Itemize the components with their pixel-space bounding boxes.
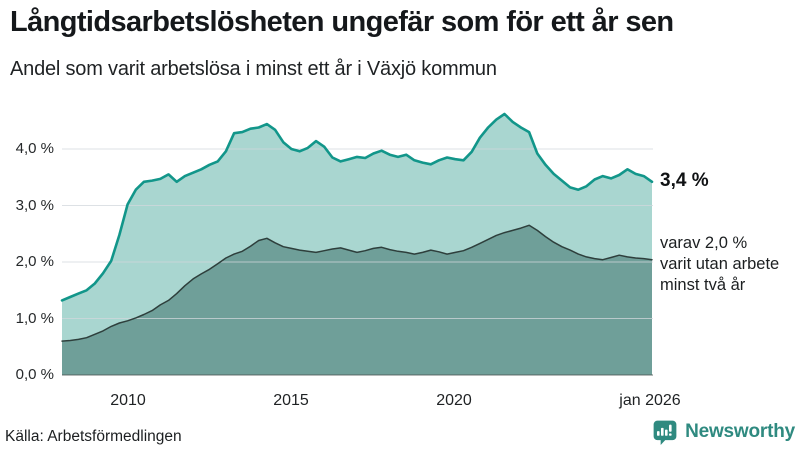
latest-two-year-label: varav 2,0 % varit utan arbete minst två … <box>660 234 780 294</box>
y-tick-label: 1,0 % <box>15 310 54 327</box>
x-tick-label: 2015 <box>273 392 309 409</box>
x-tick-label: jan 2026 <box>619 392 681 409</box>
series-0-line <box>60 112 654 302</box>
y-tick-label: 2,0 % <box>15 253 54 270</box>
newsworthy-logo[interactable]: Newsworthy <box>652 419 795 445</box>
series-1-area <box>62 225 652 375</box>
newsworthy-wordmark: Newsworthy <box>685 421 795 442</box>
series-1-line <box>61 224 653 342</box>
chart-svg <box>60 112 654 376</box>
newsworthy-bubble-chart-icon <box>653 420 677 445</box>
x-tick-label: 2010 <box>110 392 146 409</box>
source-credit: Källa: Arbetsförmedlingen <box>5 428 182 445</box>
page-subtitle: Andel som varit arbetslösa i minst ett å… <box>10 58 497 80</box>
y-tick-label: 0,0 % <box>15 366 54 383</box>
latest-value-label: 3,4 % <box>660 170 709 191</box>
y-tick-label: 3,0 % <box>15 197 54 214</box>
y-tick-label: 4,0 % <box>15 140 54 157</box>
x-tick-label: 2020 <box>436 392 472 409</box>
gridlines <box>62 148 653 376</box>
page-title: Långtidsarbetslösheten ungefär som för e… <box>10 6 674 38</box>
